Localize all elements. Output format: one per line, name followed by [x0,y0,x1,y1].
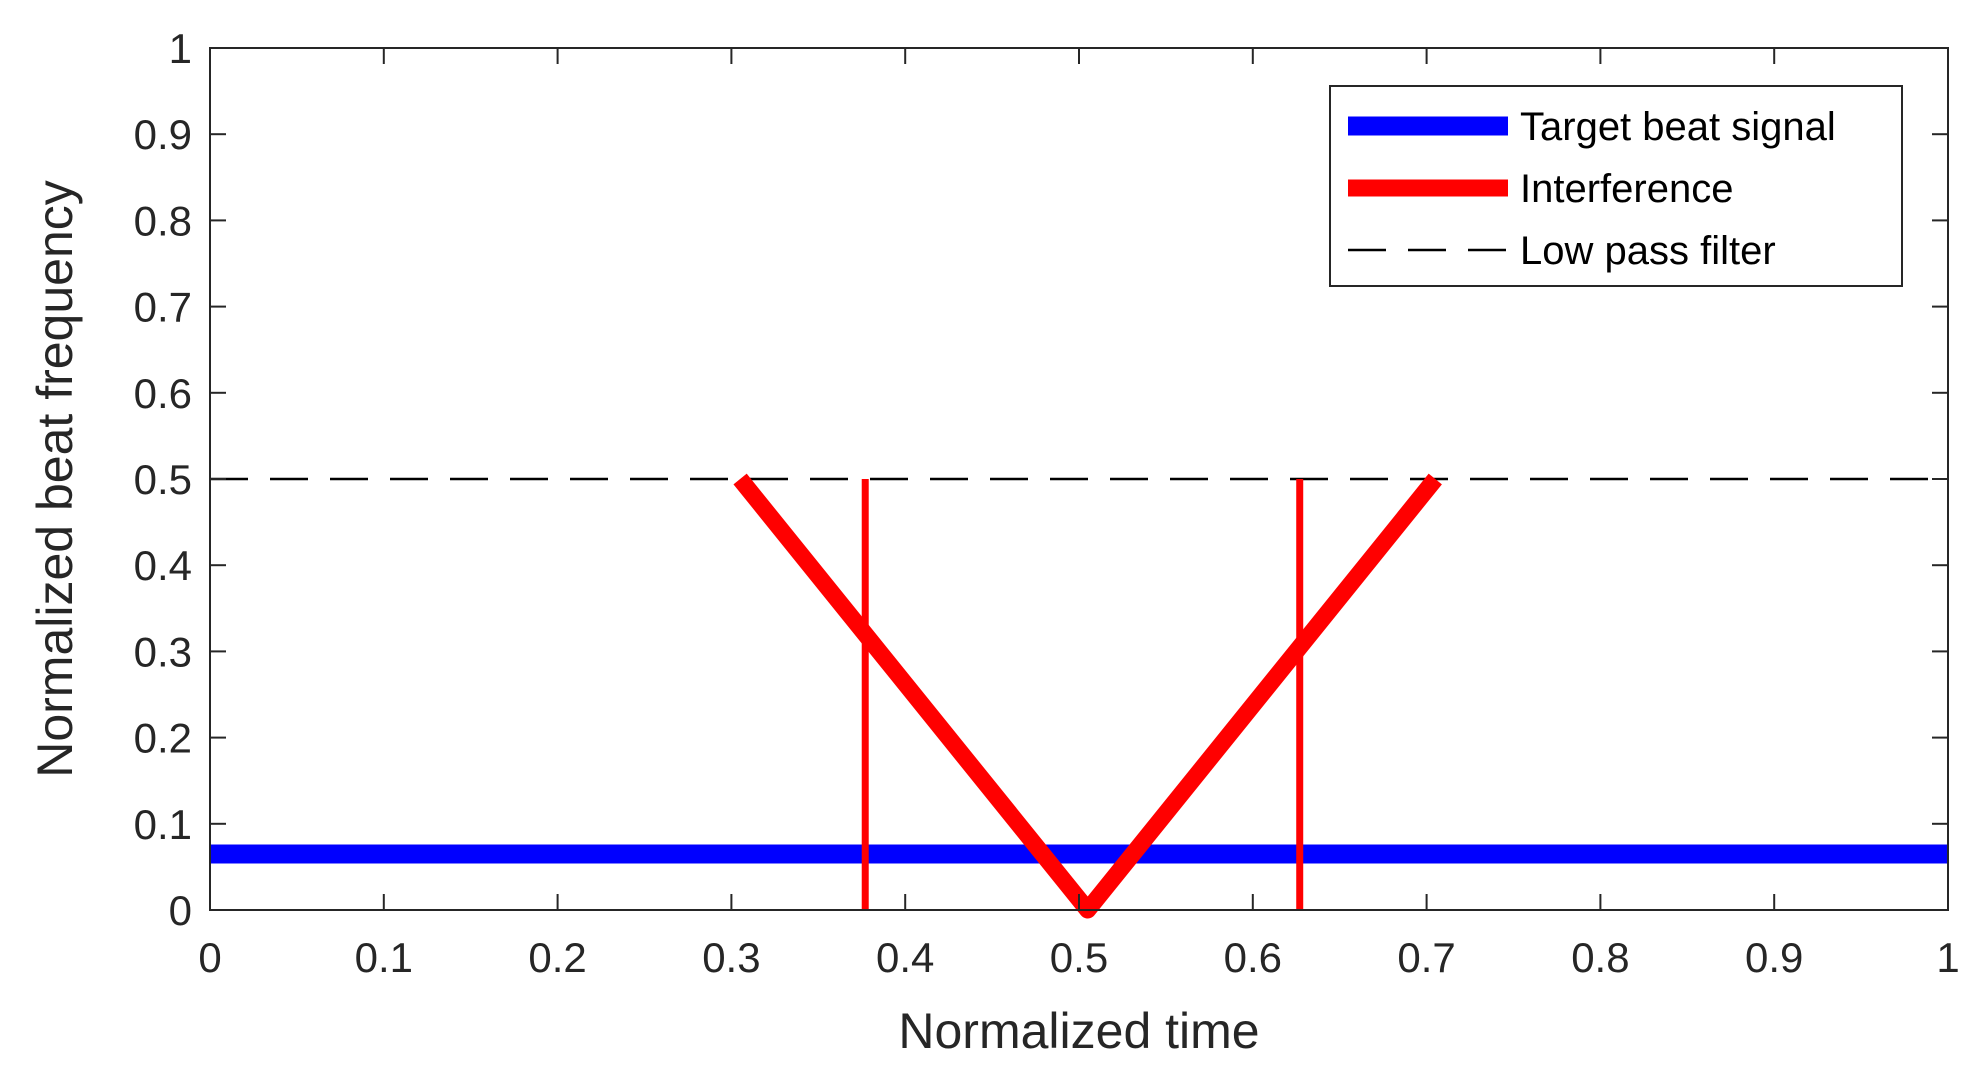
y-tick-label: 0.1 [134,801,192,848]
y-tick-label: 0.9 [134,111,192,158]
x-tick-label: 0.5 [1050,934,1108,981]
x-tick-label: 0.4 [876,934,934,981]
y-axis-label: Normalized beat frequency [27,180,83,778]
axes: 0 0.1 0.2 0.3 0.4 0.5 0.6 0.7 0.8 0.9 1 0 0.1 0.2 0.3 0… [134,25,1960,981]
y-tick-label: 0.4 [134,542,192,589]
y-tick-label: 0.3 [134,628,192,675]
x-tick-label: 0.7 [1397,934,1455,981]
y-tick-label: 0.5 [134,456,192,503]
x-tick-label: 0.9 [1745,934,1803,981]
x-tick-label: 1 [1936,934,1959,981]
x-tick-label: 0 [198,934,221,981]
x-tick-label: 0.3 [702,934,760,981]
legend-label-target-beat-signal: Target beat signal [1520,105,1836,149]
y-tick-label: 1 [169,25,192,72]
legend-label-low-pass-filter: Low pass filter [1520,229,1776,273]
x-tick-label: 0.1 [355,934,413,981]
y-tick-label: 0 [169,887,192,934]
y-tick-label: 0.8 [134,197,192,244]
x-axis-label: Normalized time [898,1003,1259,1059]
y-tick-label: 0.2 [134,715,192,762]
x-tick-label: 0.8 [1571,934,1629,981]
legend: Target beat signal Interference Low pass f… [1329,85,1903,287]
legend-label-interference: Interference [1520,167,1733,211]
x-tick-label: 0.2 [528,934,586,981]
y-tick-label: 0.6 [134,370,192,417]
y-tick-label: 0.7 [134,284,192,331]
x-tick-label: 0.6 [1224,934,1282,981]
